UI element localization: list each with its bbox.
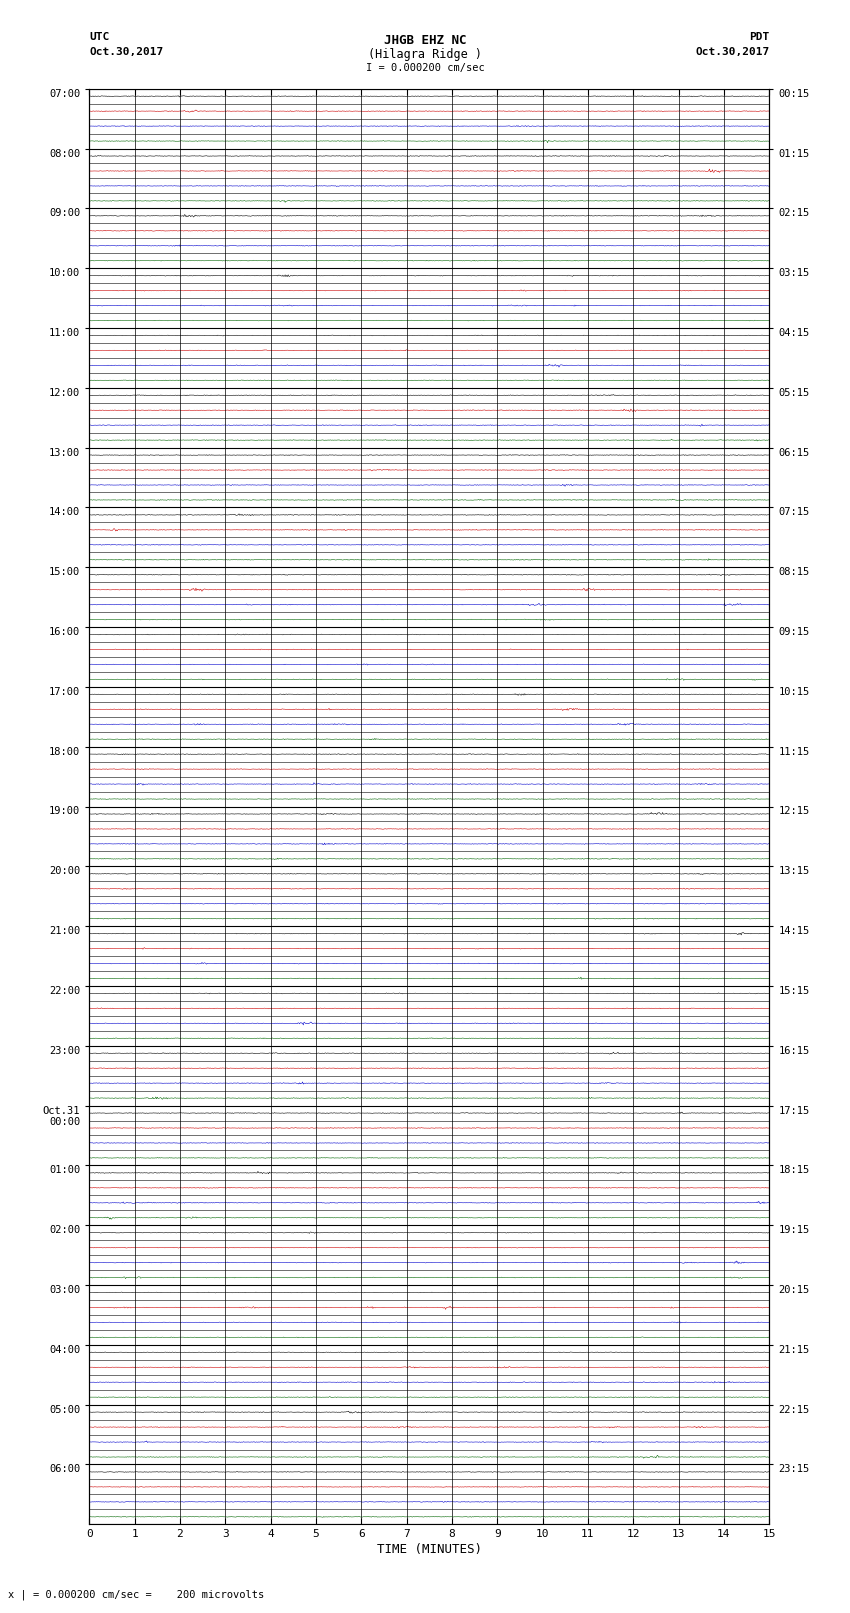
- Text: Oct.30,2017: Oct.30,2017: [695, 47, 769, 56]
- Text: UTC: UTC: [89, 32, 110, 42]
- Text: JHGB EHZ NC: JHGB EHZ NC: [383, 34, 467, 47]
- Text: Oct.30,2017: Oct.30,2017: [89, 47, 163, 56]
- Text: x | = 0.000200 cm/sec =    200 microvolts: x | = 0.000200 cm/sec = 200 microvolts: [8, 1589, 264, 1600]
- Text: PDT: PDT: [749, 32, 769, 42]
- Text: I = 0.000200 cm/sec: I = 0.000200 cm/sec: [366, 63, 484, 73]
- X-axis label: TIME (MINUTES): TIME (MINUTES): [377, 1544, 482, 1557]
- Text: (Hilagra Ridge ): (Hilagra Ridge ): [368, 48, 482, 61]
